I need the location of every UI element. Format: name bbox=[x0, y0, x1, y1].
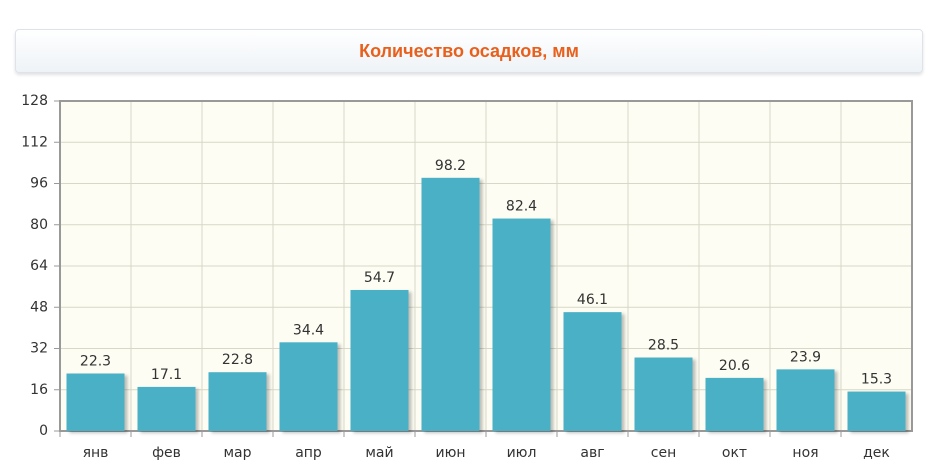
bar bbox=[847, 391, 906, 431]
bar bbox=[634, 357, 693, 431]
y-tick-label: 64 bbox=[30, 258, 48, 274]
value-label: 22.3 bbox=[80, 354, 111, 370]
value-label: 20.6 bbox=[719, 358, 750, 374]
x-tick-label: авг bbox=[580, 445, 604, 461]
x-tick-label: янв bbox=[83, 445, 109, 461]
x-tick-label: дек bbox=[863, 445, 890, 461]
value-label: 28.5 bbox=[648, 338, 679, 354]
bar bbox=[66, 373, 125, 431]
x-tick-label: сен bbox=[651, 445, 676, 461]
value-label: 23.9 bbox=[790, 349, 821, 365]
bar bbox=[563, 312, 622, 431]
y-tick-label: 96 bbox=[30, 176, 48, 192]
x-tick-label: апр bbox=[295, 445, 322, 461]
value-label: 82.4 bbox=[506, 199, 537, 215]
bar bbox=[208, 372, 267, 431]
bar bbox=[350, 289, 409, 431]
x-tick-label: июн bbox=[435, 445, 465, 461]
bar bbox=[492, 218, 551, 431]
chart-title: Количество осадков, мм bbox=[15, 29, 923, 73]
y-tick-label: 0 bbox=[39, 423, 48, 439]
value-label: 22.8 bbox=[222, 352, 253, 368]
y-tick-label: 80 bbox=[30, 217, 48, 233]
x-tick-label: окт bbox=[722, 445, 747, 461]
x-tick-label: мар bbox=[223, 445, 251, 461]
value-label: 17.1 bbox=[151, 367, 182, 383]
value-label: 34.4 bbox=[293, 322, 324, 338]
x-tick-label: ноя bbox=[792, 445, 818, 461]
value-label: 54.7 bbox=[364, 270, 395, 286]
bar bbox=[279, 342, 338, 431]
bar bbox=[776, 369, 835, 431]
value-label: 98.2 bbox=[435, 158, 466, 174]
y-tick-label: 128 bbox=[21, 93, 48, 109]
bar bbox=[705, 377, 764, 431]
y-tick-label: 48 bbox=[30, 299, 48, 315]
x-tick-label: фев bbox=[152, 445, 181, 461]
x-tick-label: июл bbox=[507, 445, 537, 461]
bar bbox=[137, 386, 196, 431]
y-tick-label: 112 bbox=[21, 134, 48, 150]
y-tick-label: 16 bbox=[30, 382, 48, 398]
y-tick-label: 32 bbox=[30, 341, 48, 357]
value-label: 15.3 bbox=[861, 372, 892, 388]
value-label: 46.1 bbox=[577, 292, 608, 308]
x-tick-label: май bbox=[365, 445, 393, 461]
bar bbox=[421, 177, 480, 431]
